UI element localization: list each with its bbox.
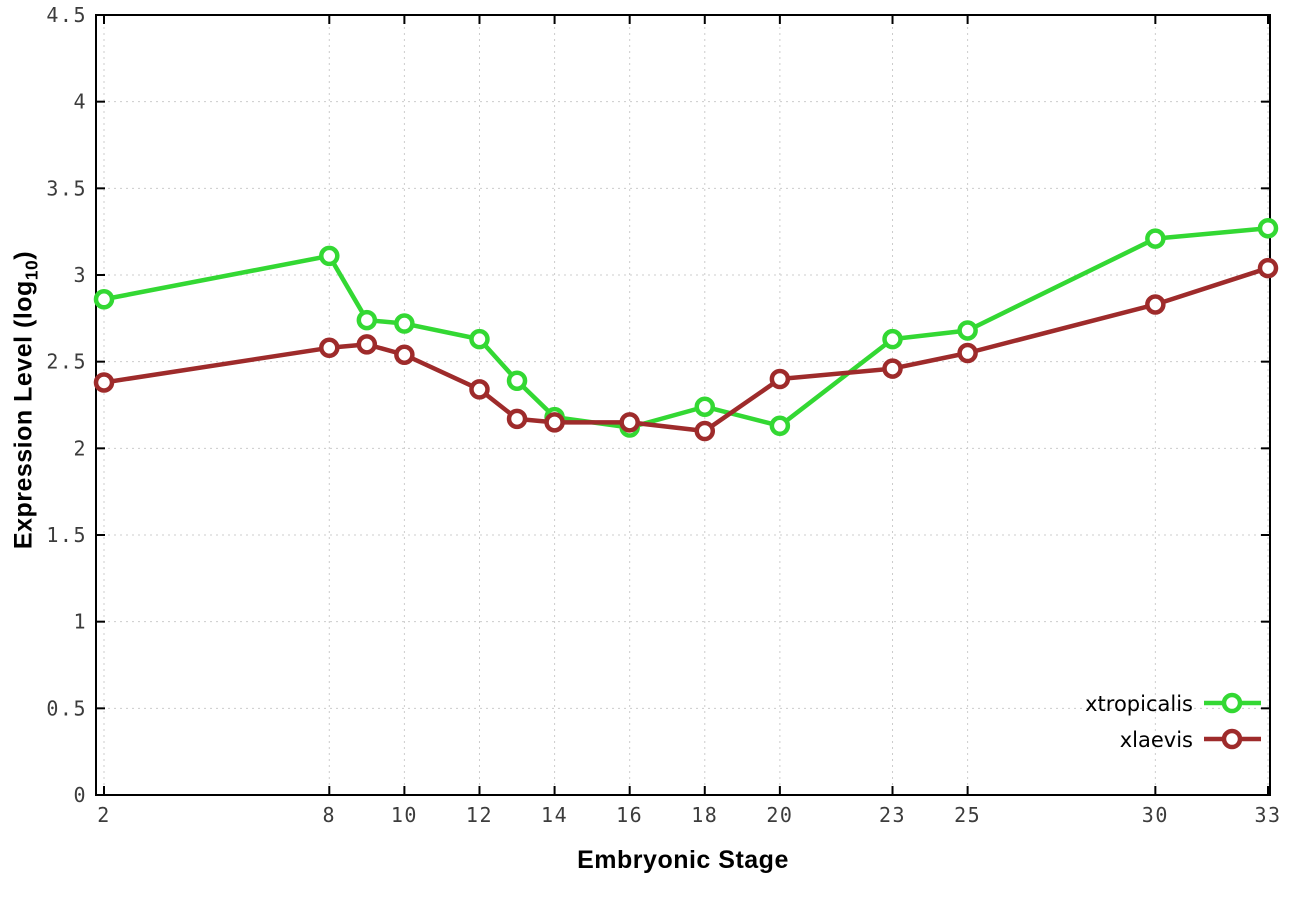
data-point-xtropicalis bbox=[694, 396, 716, 417]
legend: xtropicalis xlaevis bbox=[1085, 692, 1261, 752]
data-point-xtropicalis bbox=[1257, 217, 1279, 239]
data-point-xtropicalis bbox=[394, 313, 415, 334]
legend-marker-xtropicalis bbox=[1221, 692, 1243, 714]
data-point-xlaevis bbox=[469, 379, 490, 400]
x-tick-label: 12 bbox=[466, 803, 493, 827]
y-tick-label: 2 bbox=[73, 436, 87, 460]
data-point-xlaevis bbox=[93, 372, 115, 393]
data-point-xtropicalis bbox=[882, 328, 903, 350]
x-axis-title: Embryonic Stage bbox=[577, 846, 789, 874]
data-point-xtropicalis bbox=[93, 289, 115, 310]
y-tick-label: 0.5 bbox=[46, 696, 87, 720]
x-tick-label: 18 bbox=[691, 803, 718, 827]
x-tick-label: 10 bbox=[391, 803, 418, 827]
series-line-xtropicalis bbox=[101, 225, 1271, 430]
y-tick-label: 3.5 bbox=[46, 176, 87, 200]
data-point-xtropicalis bbox=[356, 309, 378, 331]
tick-marks bbox=[96, 14, 1270, 796]
data-point-xtropicalis bbox=[469, 328, 490, 350]
x-tick-label: 14 bbox=[541, 803, 568, 827]
series-line-xlaevis bbox=[101, 265, 1271, 434]
y-axis-title-subscript: 10 bbox=[21, 259, 42, 281]
data-point-xlaevis bbox=[1145, 294, 1166, 315]
data-point-xlaevis bbox=[957, 342, 978, 364]
x-tick-label: 25 bbox=[954, 803, 981, 827]
data-point-xtropicalis bbox=[1145, 228, 1166, 249]
gridlines bbox=[96, 14, 1270, 796]
legend-marker-xlaevis bbox=[1221, 728, 1243, 750]
x-tick-labels: 2 8 10 12 14 16 18 20 23 25 30 33 bbox=[97, 803, 1281, 827]
x-tick-label: 33 bbox=[1254, 803, 1281, 827]
y-axis-title: Expression Level (log10) bbox=[10, 251, 43, 549]
y-tick-label: 3 bbox=[73, 263, 87, 287]
y-tick-label: 1 bbox=[73, 610, 87, 634]
data-point-xtropicalis bbox=[319, 245, 340, 267]
legend-label-xtropicalis: xtropicalis bbox=[1085, 692, 1193, 716]
x-tick-label: 16 bbox=[616, 803, 643, 827]
y-tick-labels: 0 0.5 1 1.5 2 2.5 3 3.5 4 4.5 bbox=[46, 3, 87, 807]
data-point-xlaevis bbox=[394, 344, 415, 365]
y-tick-label: 0 bbox=[73, 783, 87, 807]
x-tick-label: 2 bbox=[97, 803, 111, 827]
y-axis-title-close: ) bbox=[9, 250, 38, 260]
x-tick-label: 8 bbox=[323, 803, 337, 827]
data-point-xlaevis bbox=[356, 334, 378, 355]
y-tick-label: 4.5 bbox=[46, 3, 87, 27]
y-tick-label: 2.5 bbox=[46, 350, 87, 374]
plot-border bbox=[95, 14, 1271, 796]
series-xtropicalis bbox=[93, 217, 1279, 438]
legend-label-xlaevis: xlaevis bbox=[1120, 728, 1193, 752]
data-point-xlaevis bbox=[619, 412, 640, 433]
data-point-xlaevis bbox=[769, 368, 791, 390]
y-axis-title-text: Expression Level (log bbox=[9, 280, 38, 550]
data-point-xlaevis bbox=[544, 412, 565, 433]
data-point-xtropicalis bbox=[506, 370, 528, 391]
x-tick-label: 20 bbox=[766, 803, 793, 827]
x-tick-label: 23 bbox=[879, 803, 906, 827]
data-point-xlaevis bbox=[319, 337, 340, 359]
data-point-xtropicalis bbox=[769, 415, 791, 437]
y-tick-label: 1.5 bbox=[46, 523, 87, 547]
y-tick-label: 4 bbox=[73, 90, 87, 114]
data-point-xlaevis bbox=[882, 358, 903, 379]
data-point-xtropicalis bbox=[957, 320, 978, 341]
series-xlaevis bbox=[93, 257, 1279, 442]
data-point-xlaevis bbox=[694, 420, 716, 442]
x-tick-label: 30 bbox=[1142, 803, 1169, 827]
data-point-xlaevis bbox=[506, 408, 528, 430]
data-point-xlaevis bbox=[1257, 257, 1279, 279]
